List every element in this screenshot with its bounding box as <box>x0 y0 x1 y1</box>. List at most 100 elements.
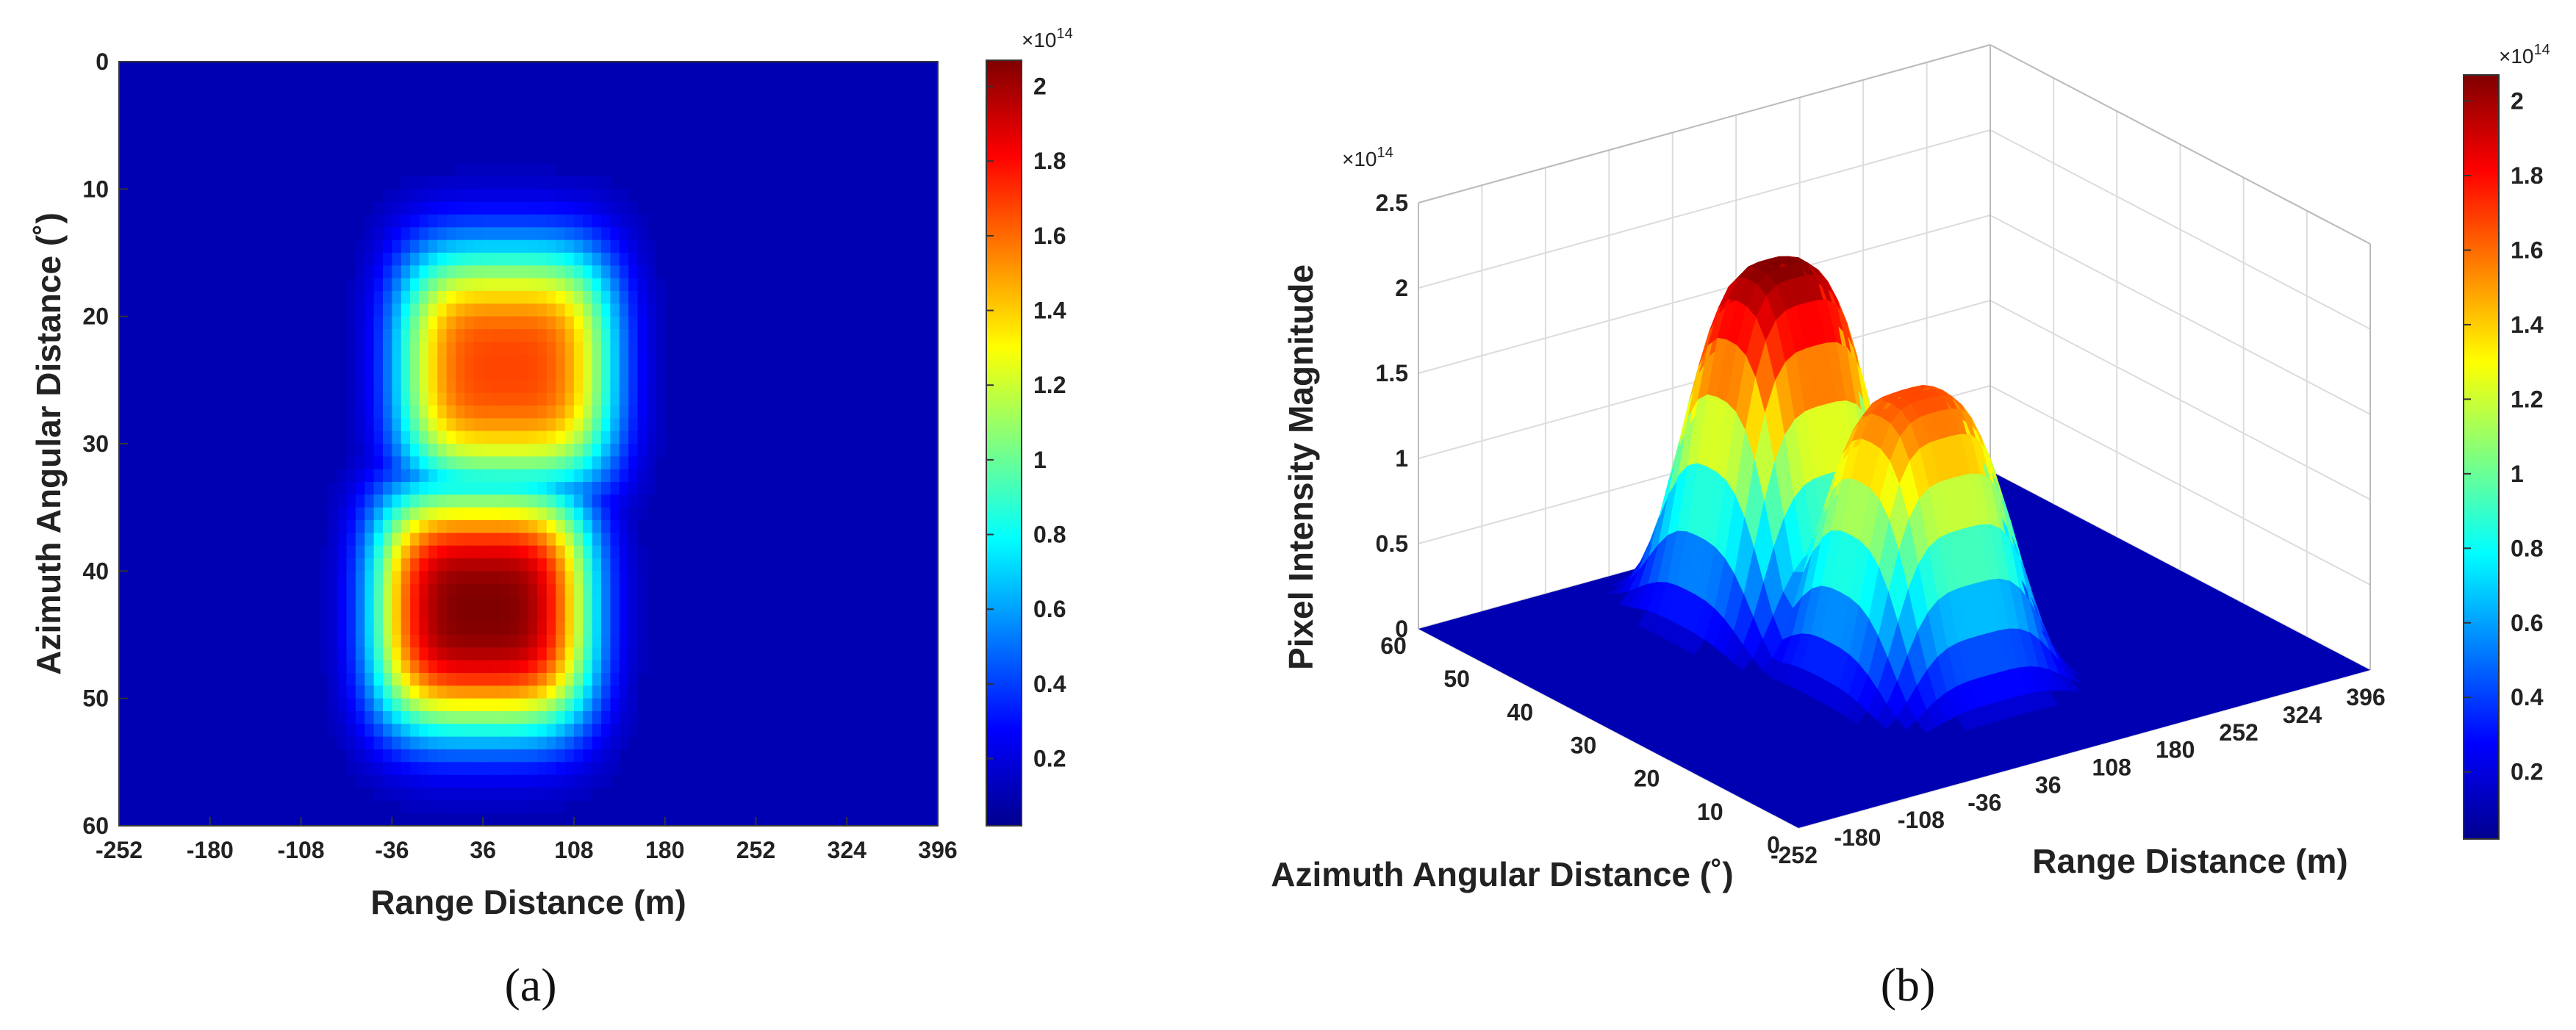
heatmap-cell <box>510 762 520 776</box>
heatmap-cell <box>410 622 420 635</box>
heatmap-cell <box>473 303 484 317</box>
heatmap-colorbar: 0.20.40.60.811.21.41.61.82 ×1014 <box>986 26 1073 826</box>
heatmap-cell <box>373 673 384 686</box>
heatmap-cell <box>501 711 511 724</box>
heatmap-cell <box>401 507 411 521</box>
heatmap-cell <box>528 316 538 330</box>
heatmap-cell <box>419 278 429 292</box>
heatmap-cell <box>528 685 538 699</box>
heatmap-cell <box>546 749 556 763</box>
heatmap-cell <box>346 507 356 521</box>
heatmap-cell <box>519 736 529 750</box>
heatmap-cell <box>446 265 456 279</box>
heatmap-cell <box>564 201 575 215</box>
heatmap-cell <box>355 724 365 738</box>
heatmap-cell <box>446 253 456 266</box>
heatmap-cell <box>365 456 375 470</box>
heatmap-cell <box>519 597 529 610</box>
heatmap-cell <box>437 456 448 470</box>
heatmap-cell <box>373 456 384 470</box>
heatmap-cell <box>437 265 448 279</box>
heatmap-cell <box>483 253 493 266</box>
heatmap-cell <box>437 673 448 686</box>
heatmap-cell <box>592 469 602 483</box>
heatmap-cell <box>337 685 348 699</box>
heatmap-cell <box>492 762 502 776</box>
heatmap-cell <box>446 800 456 814</box>
heatmap-cell <box>346 291 356 304</box>
heatmap-cell <box>455 774 465 788</box>
heatmap-cell <box>373 482 384 495</box>
heatmap-cell <box>455 316 465 330</box>
heatmap-cell <box>365 507 375 521</box>
heatmap-cell <box>628 201 639 215</box>
heatmap-cell <box>528 647 538 661</box>
heatmap-cell <box>464 418 475 432</box>
heatmap-cell <box>528 597 538 610</box>
heatmap-cell <box>510 163 520 177</box>
heatmap-cell <box>355 698 365 712</box>
heatmap-cell <box>483 597 493 610</box>
heatmap-cell <box>483 533 493 547</box>
heatmap-cell <box>501 698 511 712</box>
heatmap-cell <box>537 583 548 597</box>
heatmap-cell <box>492 456 502 470</box>
heatmap-cell <box>355 456 365 470</box>
heatmap-cell <box>419 176 429 190</box>
heatmap-cell <box>592 736 602 750</box>
heatmap-cell <box>401 724 411 738</box>
heatmap-cell <box>410 788 420 801</box>
heatmap-cell <box>464 342 475 356</box>
heatmap-cell <box>619 597 629 610</box>
heatmap-cell <box>428 482 438 495</box>
heatmap-cell <box>556 482 566 495</box>
heatmap-cell <box>355 316 365 330</box>
heatmap-cell <box>410 673 420 686</box>
heatmap-cell <box>337 597 348 610</box>
heatmap-cell <box>492 647 502 661</box>
heatmap-cell <box>573 444 584 457</box>
heatmap-cell <box>355 380 365 394</box>
heatmap-cell <box>483 571 493 585</box>
heatmap-cell <box>365 215 375 228</box>
heatmap-cell <box>546 278 556 292</box>
heatmap-cell <box>564 253 575 266</box>
heatmap-cell <box>492 635 502 648</box>
heatmap-cell <box>637 253 647 266</box>
heatmap-cell <box>628 533 639 547</box>
heatmap-cell <box>419 201 429 215</box>
heatmap-cell <box>392 215 402 228</box>
heatmap-cell <box>410 507 420 521</box>
heatmap-cell <box>473 724 484 738</box>
heatmap-cell <box>373 227 384 241</box>
heatmap-cell <box>337 520 348 533</box>
heatmap-cell <box>355 749 365 763</box>
heatmap-cell <box>528 520 538 533</box>
heatmap-cell <box>464 635 475 648</box>
heatmap-cell <box>437 201 448 215</box>
heatmap-cell <box>419 800 429 814</box>
heatmap-cell <box>428 303 438 317</box>
heatmap-cell <box>556 418 566 432</box>
heatmap-cell <box>328 571 338 585</box>
heatmap-cell <box>573 316 584 330</box>
heatmap-cell <box>483 762 493 776</box>
heatmap-cell <box>455 406 465 419</box>
heatmap-cell <box>446 545 456 559</box>
heatmap-cell <box>382 788 392 801</box>
heatmap-cell <box>437 469 448 483</box>
heatmap-cell <box>628 227 639 241</box>
heatmap-cell <box>382 609 392 623</box>
heatmap-cell <box>628 240 639 253</box>
heatmap-cell <box>656 392 666 406</box>
heatmap-cell <box>419 392 429 406</box>
heatmap-cell <box>546 685 556 699</box>
colorbar-tick-label: 0.6 <box>2511 610 2543 636</box>
heatmap-cell <box>365 558 375 572</box>
heatmap-cell <box>419 558 429 572</box>
heatmap-cell <box>501 558 511 572</box>
heatmap-cell <box>556 240 566 253</box>
heatmap-cell <box>601 647 611 661</box>
heatmap-cell <box>537 189 548 203</box>
heatmap-cell <box>610 558 620 572</box>
